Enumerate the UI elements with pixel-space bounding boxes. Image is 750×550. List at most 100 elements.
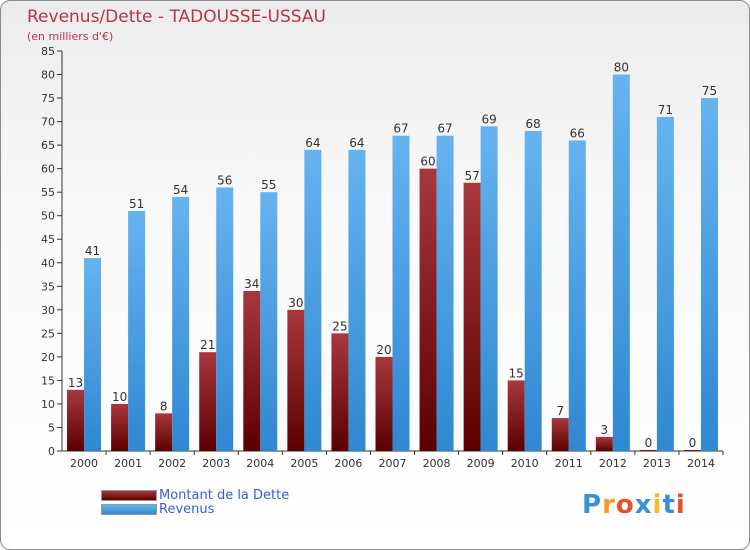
data-label-revenus: 75 [702, 84, 717, 98]
bar-dette [287, 309, 305, 451]
bar-revenus [348, 149, 366, 451]
data-label-revenus: 68 [526, 117, 541, 131]
data-label-revenus: 41 [85, 244, 100, 258]
data-label-dette: 30 [288, 296, 303, 310]
bar-dette [155, 413, 173, 451]
data-label-dette: 10 [112, 390, 127, 404]
bar-revenus [172, 196, 190, 451]
x-tick-label: 2013 [643, 457, 671, 470]
chart-title: Revenus/Dette - TADOUSSE-USSAU [27, 7, 326, 27]
bar-dette [463, 182, 481, 451]
data-label-revenus: 54 [173, 183, 188, 197]
x-tick-label: 2012 [599, 457, 627, 470]
data-label-dette: 25 [332, 319, 347, 333]
x-tick-label: 2006 [334, 457, 362, 470]
bar-dette [243, 291, 261, 451]
logo-letter: t [662, 490, 676, 520]
data-label-revenus: 66 [570, 126, 585, 140]
bar-dette [507, 380, 525, 451]
x-tick-label: 2000 [70, 457, 98, 470]
y-tick-label: 50 [41, 210, 55, 223]
y-tick-label: 65 [41, 139, 55, 152]
bar-dette [199, 352, 217, 451]
bar-revenus [612, 74, 630, 451]
bar-dette [375, 356, 393, 451]
data-label-revenus: 64 [349, 136, 364, 150]
bar-dette [111, 403, 129, 451]
x-tick-label: 2009 [467, 457, 495, 470]
data-label-revenus: 71 [658, 103, 673, 117]
bar-dette [595, 436, 613, 451]
data-label-revenus: 56 [217, 173, 232, 187]
bar-revenus [128, 211, 146, 451]
legend-label-dette: Montant de la Dette [159, 488, 290, 503]
x-tick-label: 2014 [687, 457, 715, 470]
x-tick-label: 2004 [246, 457, 274, 470]
data-label-revenus: 69 [481, 112, 496, 126]
y-tick-label: 75 [41, 92, 55, 105]
bar-revenus [480, 126, 498, 451]
y-tick-label: 25 [41, 327, 55, 340]
bar-revenus [524, 131, 542, 451]
bar-dette [683, 450, 701, 451]
data-label-dette: 20 [376, 343, 391, 357]
bar-revenus [568, 140, 586, 452]
logo-letter: o [615, 490, 635, 520]
data-label-dette: 8 [160, 399, 168, 413]
logo-letter: r [602, 490, 616, 520]
bar-revenus [392, 135, 410, 452]
bar-revenus [216, 187, 234, 451]
legend-item-revenus: Revenus [101, 502, 214, 517]
y-tick-label: 40 [41, 257, 55, 270]
bar-dette [639, 450, 657, 451]
x-tick-label: 2011 [555, 457, 583, 470]
data-label-dette: 34 [244, 277, 259, 291]
x-tick-label: 2001 [114, 457, 142, 470]
y-tick-label: 20 [41, 351, 55, 364]
bar-revenus [700, 98, 718, 451]
logo-letter: P [582, 490, 603, 520]
data-label-dette: 15 [509, 366, 524, 380]
data-label-dette: 7 [556, 404, 564, 418]
data-label-revenus: 51 [129, 197, 144, 211]
data-label-revenus: 67 [393, 122, 408, 136]
y-tick-label: 70 [41, 116, 55, 129]
bar-dette [331, 333, 349, 451]
x-tick-label: 2008 [423, 457, 451, 470]
bar-revenus [656, 116, 674, 451]
x-tick-label: 2003 [202, 457, 230, 470]
bar-revenus [260, 192, 278, 452]
y-tick-label: 15 [41, 374, 55, 387]
proxiti-logo: Proxiti [582, 490, 686, 520]
x-tick-label: 2007 [379, 457, 407, 470]
x-tick-label: 2010 [511, 457, 539, 470]
data-label-dette: 60 [420, 155, 435, 169]
y-tick-label: 60 [41, 163, 55, 176]
y-tick-label: 35 [41, 280, 55, 293]
data-label-dette: 21 [200, 338, 215, 352]
data-label-dette: 0 [689, 436, 697, 450]
logo-letter: i [652, 490, 663, 520]
data-label-revenus: 55 [261, 178, 276, 192]
bar-dette [419, 168, 437, 451]
logo-letter: i [675, 490, 686, 520]
data-label-revenus: 80 [614, 61, 629, 75]
bar-dette [67, 389, 85, 451]
data-label-dette: 57 [464, 169, 479, 183]
data-label-revenus: 67 [437, 122, 452, 136]
bar-revenus [84, 258, 102, 451]
y-tick-label: 10 [41, 398, 55, 411]
data-label-dette: 3 [601, 423, 609, 437]
legend-swatch-revenus [101, 504, 157, 515]
y-tick-label: 30 [41, 304, 55, 317]
bar-revenus [436, 135, 454, 452]
y-tick-label: 55 [41, 186, 55, 199]
x-tick-label: 2005 [290, 457, 318, 470]
bar-dette [551, 418, 569, 451]
chart-subtitle: (en milliers d'€) [27, 30, 114, 43]
data-label-dette: 0 [645, 436, 653, 450]
x-tick-label: 2002 [158, 457, 186, 470]
legend-label-revenus: Revenus [159, 502, 215, 517]
